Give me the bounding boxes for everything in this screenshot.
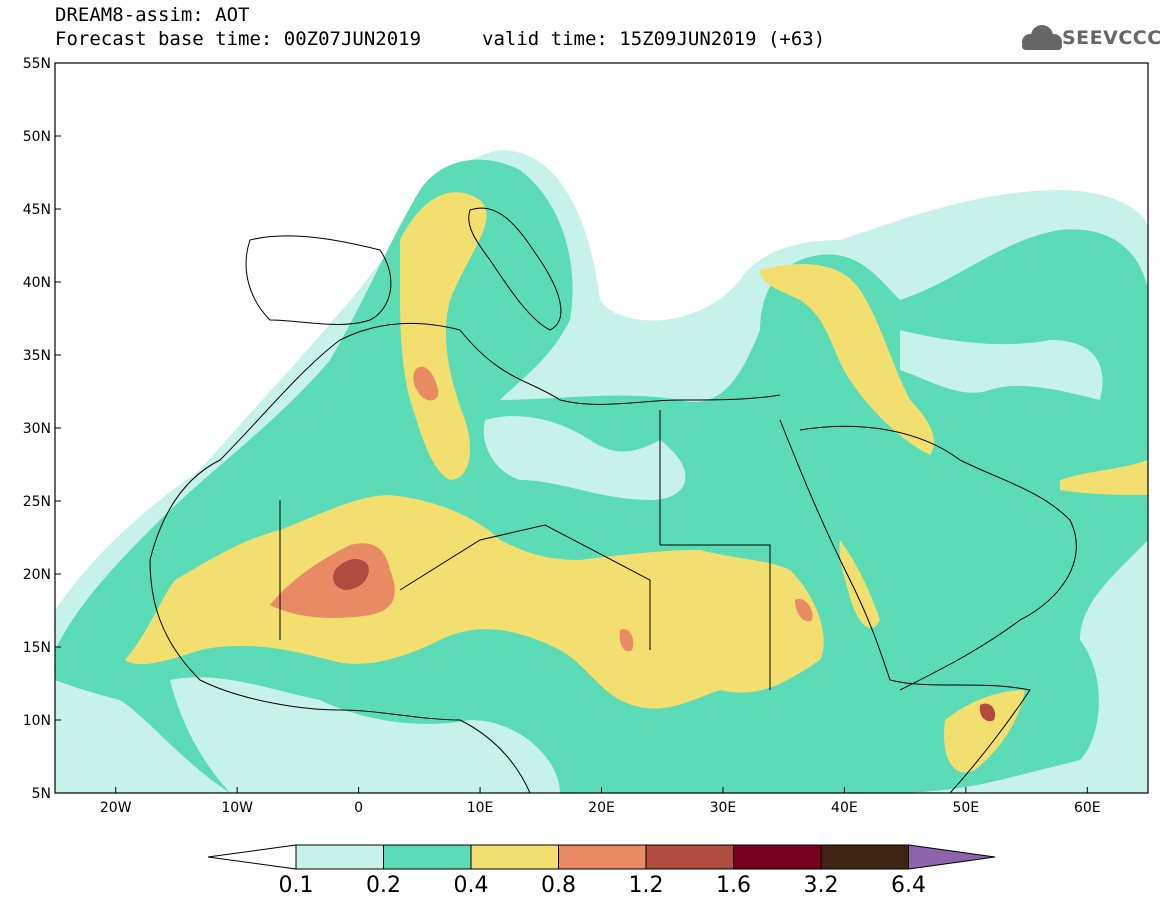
coast-red-sea bbox=[779, 419, 891, 681]
coast-iberia bbox=[245, 235, 392, 325]
seevccc-logo bbox=[1022, 25, 1062, 50]
legend-label: 1.2 bbox=[629, 873, 664, 898]
lon-tick-label: 50E bbox=[952, 800, 979, 816]
legend-color-box bbox=[383, 844, 472, 870]
legend-over-arrow bbox=[908, 844, 996, 870]
lat-tick-label: 20N bbox=[23, 567, 51, 583]
aot-hole-libya bbox=[483, 416, 686, 500]
aot-band-1.2-somalia bbox=[979, 703, 996, 722]
aot-band-0.8-chad bbox=[619, 629, 634, 652]
aot-band-0.4-redsea bbox=[839, 540, 880, 629]
legend-color-box bbox=[558, 844, 647, 870]
lat-axis: 55N 50N 45N 40N 35N 30N 25N 20N 15N 10N 5N bbox=[23, 56, 61, 802]
lon-tick-label: 10E bbox=[467, 800, 494, 816]
legend-label: 0.8 bbox=[541, 873, 576, 898]
legend-color-box bbox=[733, 844, 822, 870]
legend-label: 0.4 bbox=[454, 873, 489, 898]
coast-africa-north bbox=[149, 322, 781, 561]
lat-tick-label: 55N bbox=[23, 56, 51, 72]
lat-tick-label: 40N bbox=[23, 275, 51, 291]
legend-label: 3.2 bbox=[804, 873, 839, 898]
lon-tick-label: 0 bbox=[354, 800, 363, 816]
legend-label: 0.2 bbox=[366, 873, 401, 898]
aot-hole-westafrica bbox=[170, 677, 560, 793]
aot-band-0.4-sahel bbox=[125, 495, 824, 709]
aot-field bbox=[55, 63, 1148, 793]
legend-color-box bbox=[470, 844, 559, 870]
aot-band-0.8-sudan bbox=[795, 599, 813, 622]
coast-arabia bbox=[799, 425, 1077, 691]
logo-text: SEEVCCC bbox=[1062, 27, 1162, 49]
legend-color-box bbox=[820, 844, 909, 870]
aot-band-0.4-somalia bbox=[944, 690, 1025, 773]
coastlines bbox=[149, 207, 1077, 793]
legend-color-box bbox=[645, 844, 734, 870]
aot-band-1.2 bbox=[333, 558, 369, 590]
legend-label: 1.6 bbox=[716, 873, 751, 898]
lon-tick-label: 30E bbox=[710, 800, 737, 816]
lat-tick-label: 15N bbox=[23, 640, 51, 656]
legend-label: 0.1 bbox=[279, 873, 314, 898]
aot-hole-arabia bbox=[900, 330, 1103, 400]
legend-color-box bbox=[295, 844, 384, 870]
lon-tick-label: 60E bbox=[1074, 800, 1101, 816]
coast-west-africa bbox=[149, 559, 531, 793]
product-title: DREAM8-assim: AOT bbox=[55, 4, 250, 26]
coast-italy bbox=[468, 207, 562, 331]
aot-band-0.4-atlas bbox=[400, 192, 487, 480]
lon-tick-label: 20E bbox=[588, 800, 615, 816]
border-sahara bbox=[279, 500, 771, 690]
lat-tick-label: 25N bbox=[23, 494, 51, 510]
lat-tick-label: 50N bbox=[23, 129, 51, 145]
legend-under-arrow bbox=[207, 844, 297, 870]
lon-axis: 20W 10W 0 10E 20E 30E 40E 50E 60E bbox=[100, 787, 1101, 816]
aot-band-0.8-atlas bbox=[413, 366, 439, 401]
cloud-icon bbox=[1022, 25, 1062, 50]
lat-tick-label: 35N bbox=[23, 348, 51, 364]
lon-tick-label: 40E bbox=[831, 800, 858, 816]
lat-tick-label: 10N bbox=[23, 713, 51, 729]
legend-label: 6.4 bbox=[891, 873, 926, 898]
lon-tick-label: 10W bbox=[221, 800, 253, 816]
lon-tick-label: 20W bbox=[100, 800, 132, 816]
lat-tick-label: 30N bbox=[23, 421, 51, 437]
lat-tick-label: 5N bbox=[32, 786, 51, 802]
valid-time: valid time: 15Z09JUN2019 (+63) bbox=[482, 28, 826, 50]
coast-horn bbox=[889, 679, 1031, 793]
aot-band-0.4-pakistan bbox=[1060, 460, 1148, 495]
lat-tick-label: 45N bbox=[23, 202, 51, 218]
aot-band-0.4-iraq bbox=[760, 264, 934, 455]
forecast-base-time: Forecast base time: 00Z07JUN2019 bbox=[55, 28, 422, 50]
